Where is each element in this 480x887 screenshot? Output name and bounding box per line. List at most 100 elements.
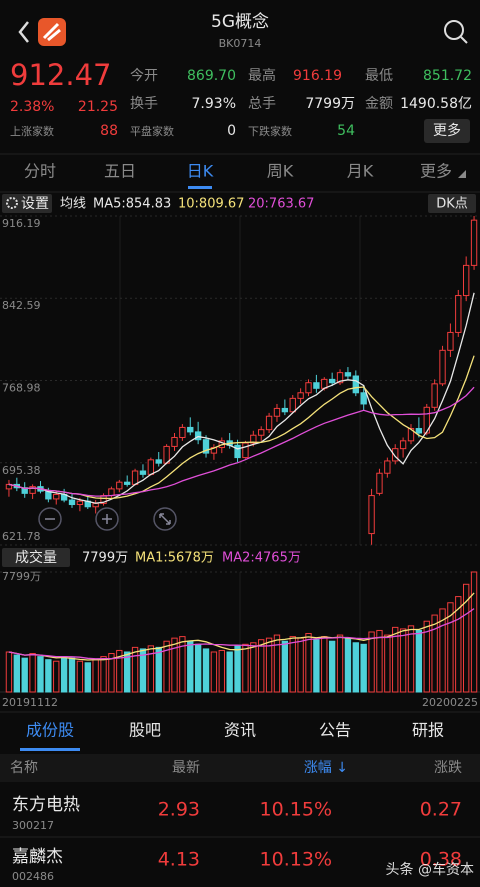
volume-bar xyxy=(179,636,186,693)
candle-body xyxy=(313,382,320,389)
candle-body xyxy=(399,440,407,450)
field-value: 1490.58亿 xyxy=(400,96,472,112)
candle-body xyxy=(407,428,415,442)
volume-bar xyxy=(431,614,438,693)
candle-body xyxy=(462,264,470,297)
candle-body xyxy=(447,331,454,351)
field-value: 54 xyxy=(337,123,355,139)
candle-body xyxy=(242,442,249,459)
tab-underline xyxy=(188,186,212,189)
table-row[interactable]: 东方电热 300217 2.93 10.15% 0.27 xyxy=(12,795,462,832)
more-button[interactable] xyxy=(424,119,470,143)
volume-bar xyxy=(313,639,320,693)
candle-body xyxy=(423,406,430,434)
ma-line xyxy=(8,292,475,504)
zoom-out[interactable] xyxy=(38,507,62,531)
candle-body xyxy=(258,429,265,436)
tab[interactable]: 研报 xyxy=(412,721,444,740)
column-header: 最新 xyxy=(172,760,200,776)
y-tick-label: 621.78 xyxy=(2,530,41,543)
stock-code: 002486 xyxy=(12,870,54,883)
dk-button[interactable] xyxy=(428,194,476,213)
volume-bar xyxy=(368,631,375,693)
volume-bar xyxy=(344,637,352,693)
volume-bar xyxy=(108,653,115,693)
expand[interactable] xyxy=(153,507,177,531)
ma-legend: 20:763.67 xyxy=(248,197,314,212)
candle-body xyxy=(336,372,344,384)
candle-body xyxy=(439,349,446,385)
stock-pct: 10.13% xyxy=(260,849,332,871)
tab[interactable]: 资讯 xyxy=(224,721,256,740)
volume-bar xyxy=(281,640,289,693)
candle-body xyxy=(139,470,147,475)
column-header[interactable]: 涨幅 ↓ xyxy=(304,760,348,776)
volume-bar xyxy=(155,646,162,693)
candle-body xyxy=(116,481,123,490)
field-label: 最高 xyxy=(248,67,276,84)
volume-legend: MA1:5678万 xyxy=(135,551,214,566)
settings-label: 设置 xyxy=(21,196,49,212)
candle-body xyxy=(431,383,438,408)
x-end: 20200225 xyxy=(422,696,478,709)
candle-body xyxy=(376,472,383,494)
candle-body xyxy=(328,378,336,384)
tab[interactable]: 公告 xyxy=(319,721,351,740)
price: 912.47 xyxy=(10,58,111,92)
candle-body xyxy=(147,459,155,475)
candle-body xyxy=(131,470,139,485)
volume-button[interactable] xyxy=(2,548,70,567)
stock-change: 0.38 xyxy=(420,849,462,871)
volume-bar xyxy=(392,626,399,693)
volume-bar xyxy=(321,636,328,693)
ma-label: 均线 xyxy=(60,197,86,212)
column-header: 名称 xyxy=(10,760,38,776)
zoom-in[interactable] xyxy=(95,507,119,531)
table-row[interactable]: 嘉麟杰 002486 4.13 10.13% 0.38 xyxy=(12,847,462,883)
tab-active[interactable]: 日K xyxy=(187,162,214,181)
volume-bar xyxy=(68,657,76,693)
volume-bar xyxy=(470,571,478,693)
candle-body xyxy=(265,415,273,431)
volume-bar xyxy=(29,653,36,693)
stock-pct: 10.15% xyxy=(260,799,332,821)
tab[interactable]: 月K xyxy=(347,162,374,181)
field-label: 上涨家数 xyxy=(10,124,54,138)
candle-body xyxy=(250,434,257,444)
volume-bar xyxy=(84,662,91,693)
field-label: 金额 xyxy=(365,96,393,112)
stock-name: 东方电热 xyxy=(12,795,80,815)
volume-bar xyxy=(53,660,60,693)
y-tick-label: 842.59 xyxy=(2,299,41,312)
candle-body xyxy=(392,448,399,462)
field-label: 平盘家数 xyxy=(130,124,174,138)
stock-price: 2.93 xyxy=(158,799,200,821)
volume-bar xyxy=(163,640,170,693)
candle-body xyxy=(305,382,312,394)
table-header xyxy=(0,754,480,782)
volume-legend: 7799万 xyxy=(82,551,128,566)
volume-legend: MA2:4765万 xyxy=(222,551,301,566)
back-button[interactable] xyxy=(18,21,29,43)
volume-bar xyxy=(210,651,218,693)
tab[interactable]: 股吧 xyxy=(129,721,161,740)
volume-bar xyxy=(352,642,359,693)
x-start: 20191112 xyxy=(2,696,58,709)
candle-body xyxy=(470,219,478,266)
candle-body xyxy=(289,397,296,413)
tab[interactable]: 五日 xyxy=(104,162,136,181)
tab[interactable]: 周K xyxy=(267,162,294,181)
candle-body xyxy=(194,431,202,441)
candle-body xyxy=(53,493,60,500)
volume-bar xyxy=(360,643,367,693)
candle-body xyxy=(234,444,241,459)
tab[interactable]: 更多 xyxy=(420,162,452,181)
candle-body xyxy=(21,487,28,494)
candle-body xyxy=(108,488,115,497)
volume-bar xyxy=(194,643,202,693)
search-button[interactable] xyxy=(444,20,464,40)
candle-body xyxy=(29,486,36,494)
tab[interactable]: 分时 xyxy=(24,162,56,181)
tab-active[interactable]: 成份股 xyxy=(26,721,74,740)
